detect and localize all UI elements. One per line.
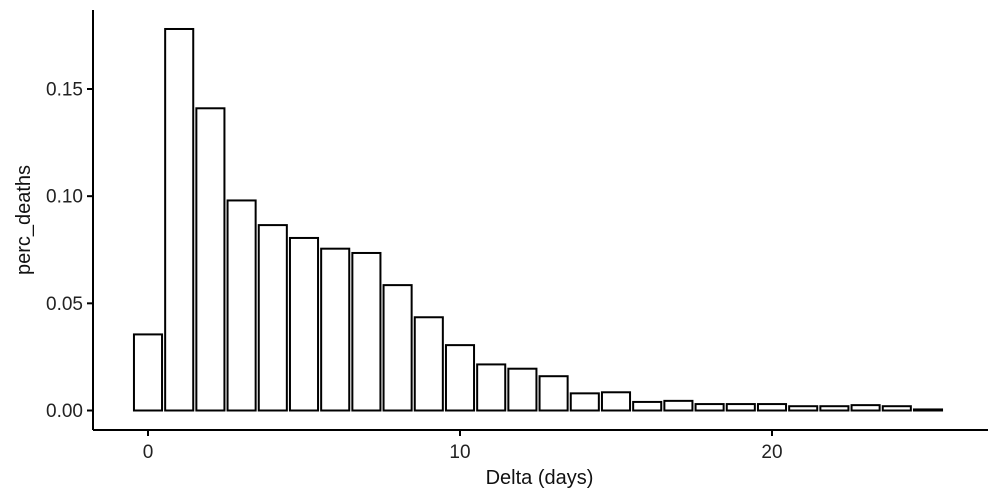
- bar-delta-19: [725, 403, 756, 412]
- bar-delta-23: [850, 404, 881, 412]
- bars-group: [132, 27, 944, 412]
- bar-delta-24: [881, 405, 912, 412]
- bar-delta-0: [132, 333, 164, 412]
- x-tick-label: 20: [761, 442, 782, 463]
- bar-delta-20: [756, 403, 788, 412]
- y-tick-label: 0.00: [46, 401, 83, 422]
- bar-delta-17: [663, 399, 694, 412]
- y-tick-label: 0.05: [46, 294, 83, 315]
- bar-delta-14: [569, 392, 600, 412]
- bar-delta-7: [351, 251, 382, 412]
- bar-delta-10: [444, 344, 476, 412]
- bar-delta-4: [257, 224, 288, 412]
- bar-delta-21: [788, 405, 819, 412]
- bar-delta-9: [413, 316, 444, 412]
- bar-delta-15: [600, 391, 632, 412]
- bar-delta-22: [819, 405, 850, 412]
- bar-delta-25: [912, 408, 944, 412]
- y-tick-label: 0.10: [46, 187, 83, 208]
- bar-delta-6: [320, 247, 351, 412]
- bar-delta-5: [288, 236, 320, 412]
- bar-delta-2: [195, 107, 226, 412]
- bar-delta-13: [538, 375, 569, 412]
- x-tick-label: 0: [143, 442, 154, 463]
- bar-delta-16: [632, 400, 663, 412]
- x-axis-title: Delta (days): [486, 467, 594, 489]
- bar-delta-3: [226, 199, 257, 412]
- y-axis-title: perc_deaths: [13, 165, 35, 275]
- x-axis-ticks: 0 10 20: [143, 430, 783, 463]
- bar-delta-8: [382, 284, 413, 412]
- y-axis-ticks: 0.00 0.05 0.10 0.15: [46, 80, 93, 422]
- bar-delta-11: [476, 363, 507, 412]
- x-tick-label: 10: [449, 442, 470, 463]
- bar-delta-18: [694, 403, 725, 412]
- bar-delta-1: [164, 27, 195, 412]
- y-tick-label: 0.15: [46, 80, 83, 101]
- bar-delta-12: [507, 367, 538, 412]
